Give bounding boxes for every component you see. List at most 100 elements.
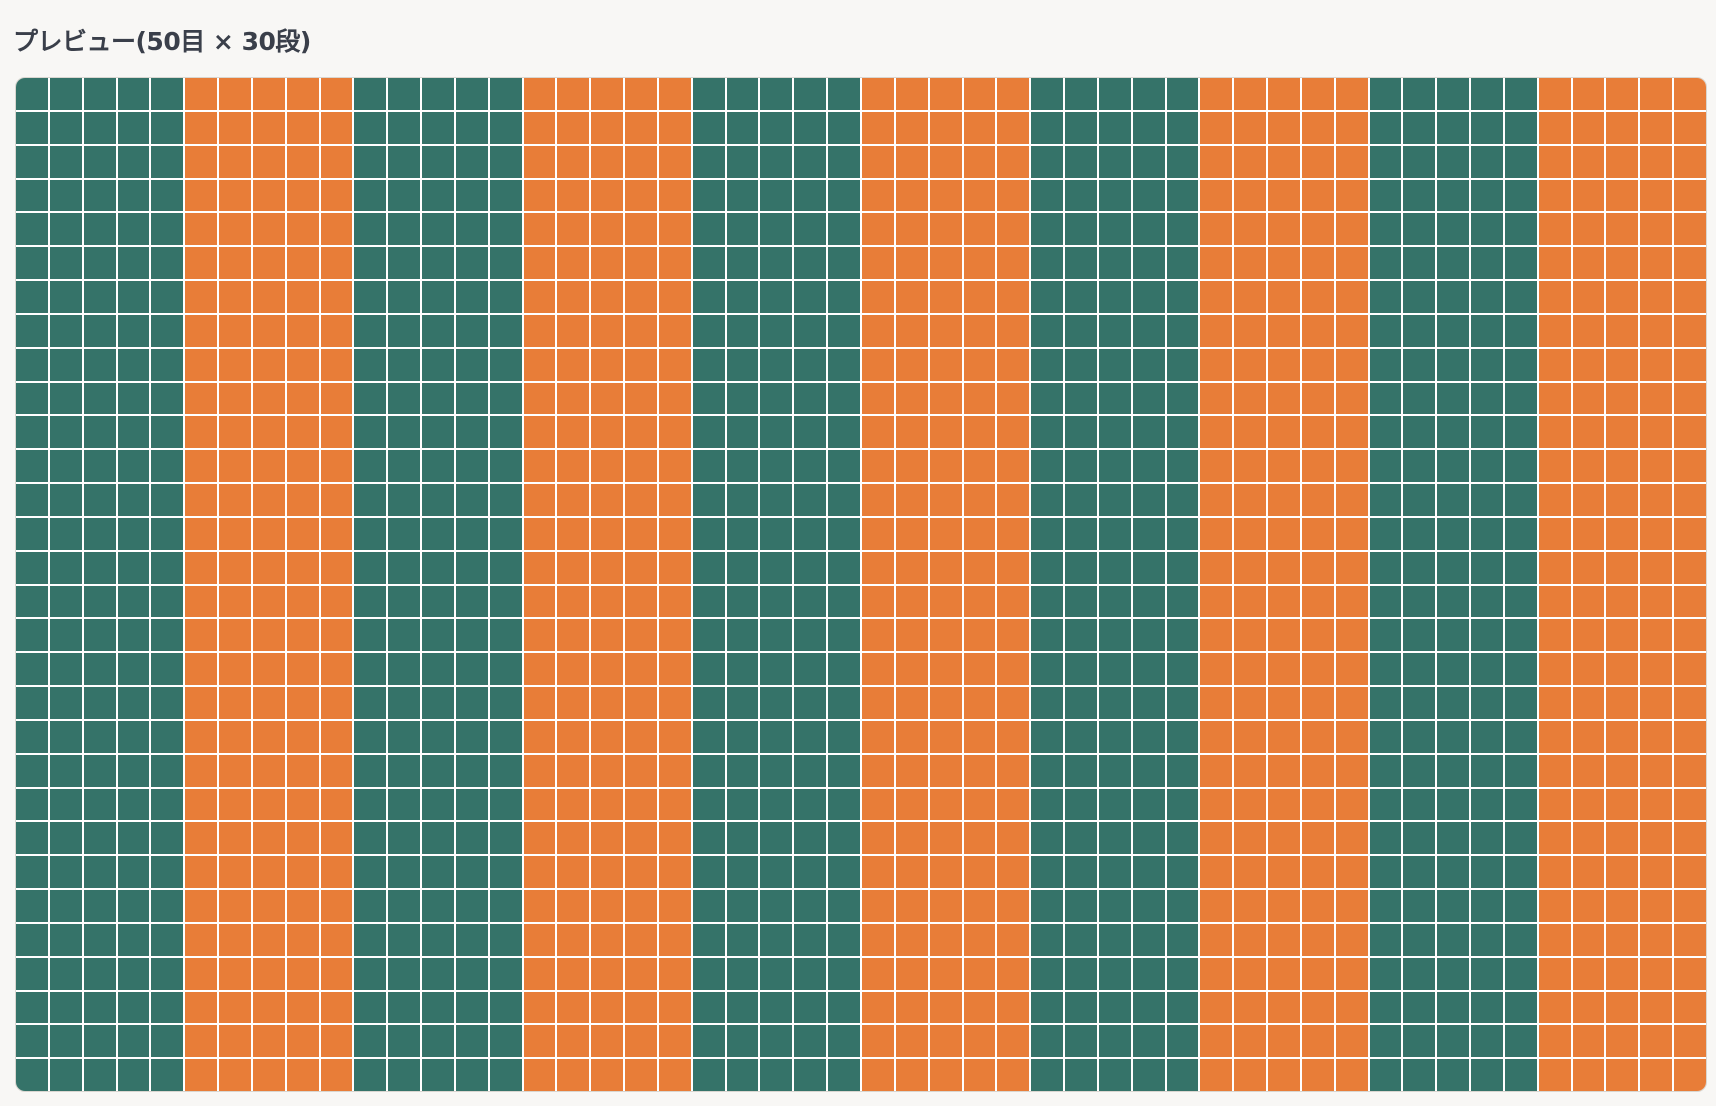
stitch-cell bbox=[1504, 247, 1537, 279]
stitch-cell bbox=[117, 450, 150, 482]
stitch-cell bbox=[1098, 450, 1131, 482]
stitch-cell bbox=[929, 247, 962, 279]
stitch-cell bbox=[1166, 923, 1199, 956]
stitch-cell bbox=[252, 517, 285, 550]
stitch-cell bbox=[422, 653, 454, 685]
stitch-cell bbox=[16, 111, 48, 144]
stitch-cell bbox=[286, 179, 319, 212]
stitch-cell bbox=[1301, 551, 1334, 584]
stitch-cell bbox=[354, 517, 387, 550]
stitch-cell bbox=[1606, 314, 1639, 347]
stitch-cell bbox=[1437, 416, 1470, 449]
stitch-cell bbox=[1200, 179, 1233, 212]
stitch-cell bbox=[388, 517, 421, 550]
stitch-cell bbox=[16, 1025, 48, 1058]
stitch-cell bbox=[1674, 517, 1706, 550]
stitch-cell bbox=[828, 145, 860, 178]
stitch-cell bbox=[625, 856, 657, 888]
stitch-cell bbox=[591, 314, 624, 347]
stitch-cell bbox=[1369, 517, 1402, 550]
stitch-cell bbox=[828, 247, 860, 279]
stitch-cell bbox=[862, 653, 894, 685]
stitch-cell bbox=[16, 484, 48, 516]
stitch-cell bbox=[1674, 619, 1706, 652]
stitch-cell bbox=[794, 179, 827, 212]
stitch-cell bbox=[1031, 923, 1064, 956]
stitch-cell bbox=[963, 957, 996, 990]
stitch-cell bbox=[658, 890, 691, 922]
stitch-cell bbox=[1132, 788, 1165, 821]
stitch-cell bbox=[1335, 856, 1368, 888]
stitch-cell bbox=[1471, 856, 1503, 888]
stitch-cell bbox=[1572, 179, 1605, 212]
stitch-cell bbox=[1437, 754, 1470, 787]
stitch-cell bbox=[1301, 179, 1334, 212]
stitch-cell bbox=[658, 856, 691, 888]
stitch-cell bbox=[862, 348, 894, 381]
stitch-cell bbox=[1538, 1059, 1571, 1091]
stitch-cell bbox=[252, 213, 285, 246]
stitch-cell bbox=[895, 653, 928, 685]
stitch-cell bbox=[895, 348, 928, 381]
stitch-cell bbox=[320, 653, 353, 685]
stitch-cell bbox=[151, 484, 184, 516]
stitch-cell bbox=[1065, 1025, 1097, 1058]
stitch-cell bbox=[1065, 450, 1097, 482]
stitch-cell bbox=[692, 382, 725, 415]
stitch-cell bbox=[354, 923, 387, 956]
stitch-cell bbox=[1606, 416, 1639, 449]
stitch-cell bbox=[1031, 991, 1064, 1024]
stitch-cell bbox=[828, 111, 860, 144]
stitch-cell bbox=[117, 957, 150, 990]
stitch-cell bbox=[422, 314, 454, 347]
stitch-cell bbox=[1098, 754, 1131, 787]
stitch-cell bbox=[1674, 382, 1706, 415]
stitch-cell bbox=[83, 720, 116, 753]
stitch-cell bbox=[1166, 619, 1199, 652]
stitch-cell bbox=[1098, 145, 1131, 178]
stitch-cell bbox=[1065, 517, 1097, 550]
stitch-cell bbox=[828, 653, 860, 685]
stitch-cell bbox=[286, 145, 319, 178]
stitch-cell bbox=[997, 856, 1030, 888]
stitch-cell bbox=[489, 179, 522, 212]
stitch-cell bbox=[286, 484, 319, 516]
stitch-cell bbox=[117, 687, 150, 719]
stitch-cell bbox=[1132, 822, 1165, 855]
stitch-cell bbox=[1403, 145, 1436, 178]
stitch-cell bbox=[523, 484, 556, 516]
stitch-cell bbox=[388, 314, 421, 347]
stitch-cell bbox=[117, 991, 150, 1024]
stitch-cell bbox=[252, 281, 285, 313]
stitch-cell bbox=[1268, 1059, 1300, 1091]
stitch-cell bbox=[895, 281, 928, 313]
stitch-cell bbox=[794, 111, 827, 144]
stitch-cell bbox=[1098, 788, 1131, 821]
stitch-cell bbox=[1234, 551, 1267, 584]
stitch-cell bbox=[591, 788, 624, 821]
stitch-cell bbox=[16, 78, 48, 110]
stitch-cell bbox=[83, 991, 116, 1024]
stitch-cell bbox=[252, 822, 285, 855]
stitch-cell bbox=[16, 450, 48, 482]
stitch-cell bbox=[1335, 247, 1368, 279]
stitch-cell bbox=[320, 585, 353, 618]
stitch-cell bbox=[692, 754, 725, 787]
stitch-cell bbox=[1369, 484, 1402, 516]
stitch-cell bbox=[354, 890, 387, 922]
stitch-cell bbox=[1031, 247, 1064, 279]
stitch-cell bbox=[794, 991, 827, 1024]
stitch-cell bbox=[489, 720, 522, 753]
stitch-cell bbox=[286, 585, 319, 618]
stitch-cell bbox=[320, 1025, 353, 1058]
stitch-cell bbox=[1301, 991, 1334, 1024]
stitch-cell bbox=[1640, 484, 1673, 516]
stitch-cell bbox=[1640, 720, 1673, 753]
stitch-cell bbox=[929, 720, 962, 753]
stitch-cell bbox=[1301, 450, 1334, 482]
stitch-cell bbox=[794, 78, 827, 110]
stitch-cell bbox=[1674, 213, 1706, 246]
stitch-cell bbox=[455, 551, 488, 584]
stitch-cell bbox=[286, 213, 319, 246]
stitch-cell bbox=[1504, 179, 1537, 212]
